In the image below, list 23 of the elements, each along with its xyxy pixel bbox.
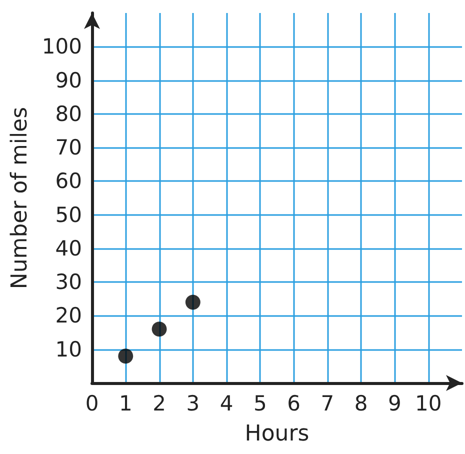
x-tick-label: 4 [220, 392, 234, 416]
x-tick-label: 3 [186, 392, 200, 416]
y-tick-label: 60 [55, 169, 82, 194]
x-tick-label: 7 [320, 392, 334, 416]
x-tick-label: 0 [85, 392, 99, 416]
y-tick-label: 50 [55, 202, 82, 227]
y-axis-title: Number of miles [8, 106, 33, 290]
x-tick-label: 9 [388, 392, 402, 416]
y-tick-label: 80 [55, 102, 82, 126]
x-axis-title: Hours [244, 422, 310, 446]
y-tick-label: 20 [55, 304, 82, 328]
y-tick-label: 10 [55, 337, 82, 362]
x-tick-label: 2 [152, 392, 166, 416]
x-tick-label: 10 [414, 392, 442, 416]
y-tick-label: 40 [55, 236, 82, 260]
x-tick-label: 1 [118, 392, 132, 416]
y-tick-label: 100 [42, 34, 82, 59]
x-tick-label: 6 [287, 392, 301, 416]
x-tick-label: 5 [253, 392, 267, 416]
y-tick-label: 90 [55, 68, 82, 92]
x-tick-label: 8 [354, 392, 368, 416]
y-tick-label: 70 [55, 136, 82, 160]
y-tick-label: 30 [55, 270, 82, 294]
